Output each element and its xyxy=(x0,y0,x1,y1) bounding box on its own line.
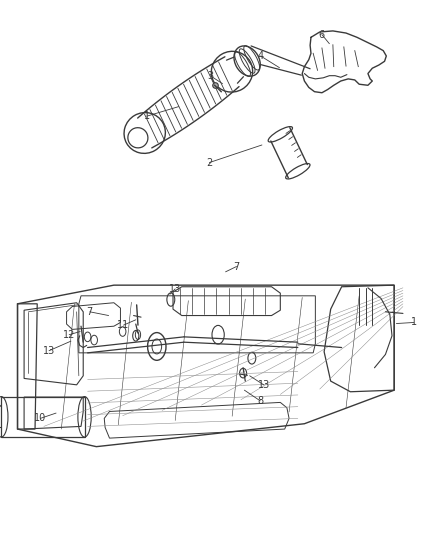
Text: 1: 1 xyxy=(411,318,417,327)
Text: 12: 12 xyxy=(63,330,75,340)
Text: 4: 4 xyxy=(258,51,264,61)
Text: 10: 10 xyxy=(34,414,46,423)
Text: 7: 7 xyxy=(87,307,93,317)
Text: 7: 7 xyxy=(233,262,240,271)
Text: 1: 1 xyxy=(144,111,150,121)
Text: 6: 6 xyxy=(319,30,325,39)
Text: 3: 3 xyxy=(207,71,213,80)
Text: 11: 11 xyxy=(117,320,130,330)
Text: 2: 2 xyxy=(206,158,212,167)
Text: 13: 13 xyxy=(169,284,181,294)
Text: 13: 13 xyxy=(258,380,270,390)
Text: 13: 13 xyxy=(43,346,55,356)
Text: 8: 8 xyxy=(257,396,263,406)
